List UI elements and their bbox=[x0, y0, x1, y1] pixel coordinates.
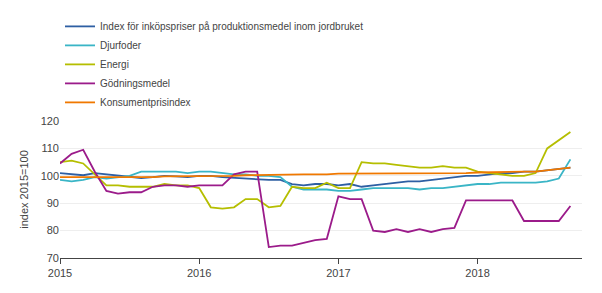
svg-text:120: 120 bbox=[41, 115, 59, 127]
svg-text:Djurfoder: Djurfoder bbox=[100, 40, 142, 51]
svg-text:90: 90 bbox=[47, 197, 59, 209]
svg-text:80: 80 bbox=[47, 224, 59, 236]
svg-text:index 2015=100: index 2015=100 bbox=[18, 150, 30, 229]
svg-text:110: 110 bbox=[41, 142, 59, 154]
svg-text:2018: 2018 bbox=[465, 267, 489, 279]
svg-text:100: 100 bbox=[41, 170, 59, 182]
svg-text:Konsumentprisindex: Konsumentprisindex bbox=[100, 97, 191, 108]
svg-text:2016: 2016 bbox=[187, 267, 211, 279]
svg-text:Gödningsmedel: Gödningsmedel bbox=[100, 78, 170, 89]
svg-text:2017: 2017 bbox=[326, 267, 350, 279]
svg-text:70: 70 bbox=[47, 252, 59, 264]
svg-text:2015: 2015 bbox=[48, 267, 72, 279]
svg-text:Energi: Energi bbox=[100, 59, 129, 70]
svg-text:Index för inköpspriser på prod: Index för inköpspriser på produktionsmed… bbox=[100, 21, 363, 32]
